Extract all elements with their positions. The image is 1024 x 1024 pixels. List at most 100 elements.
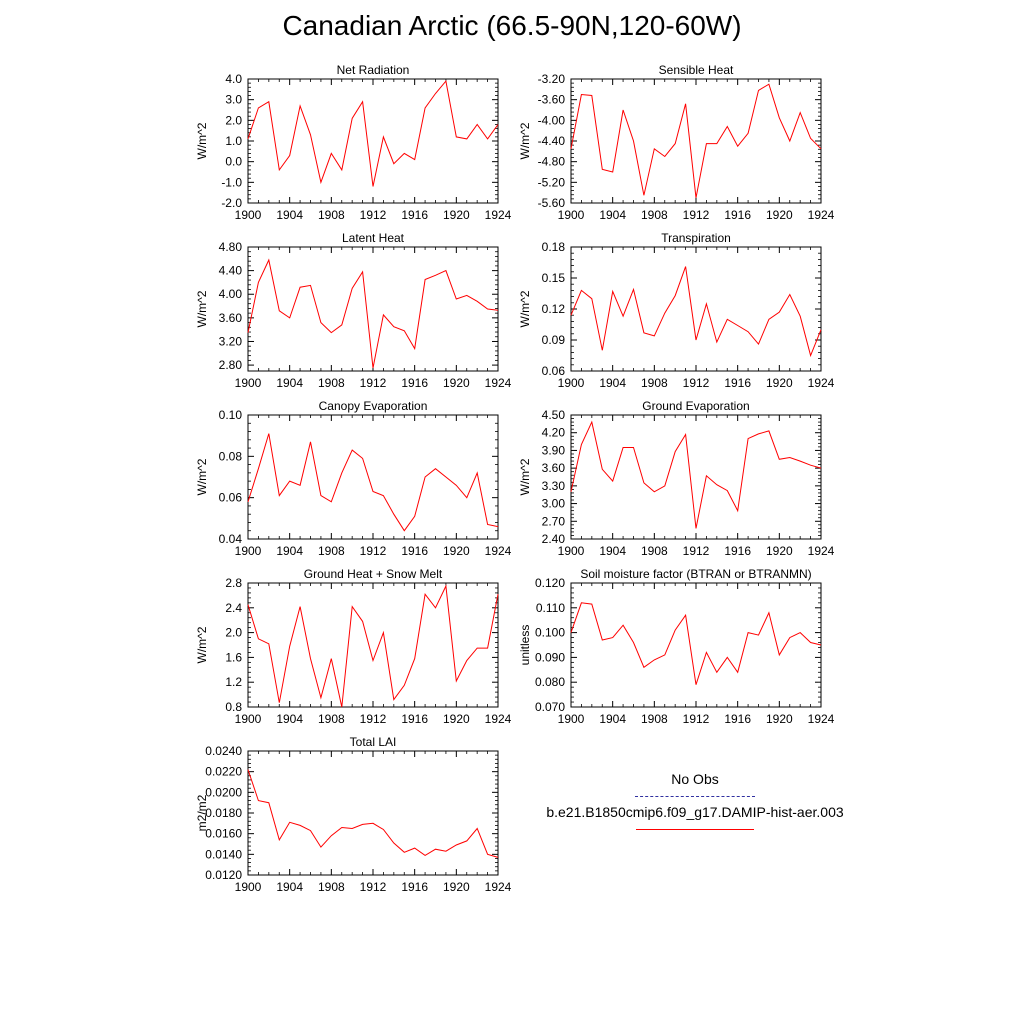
y-tick-label-2-1: 3.20 <box>219 334 243 348</box>
x-tick-label-7-1: 1904 <box>599 712 626 726</box>
y-tick-label-5-1: 2.70 <box>542 514 566 528</box>
series-line-8-0 <box>247 769 499 858</box>
series-line-6-0 <box>247 584 499 708</box>
y-tick-label-6-1: 1.2 <box>225 675 242 689</box>
y-tick-label-7-0: 0.070 <box>535 700 565 714</box>
y-tick-label-6-4: 2.4 <box>225 601 242 615</box>
x-tick-label-1-5: 1920 <box>766 208 793 222</box>
y-axis-label-3: W/m^2 <box>518 290 532 327</box>
panel-frame-2 <box>247 246 499 372</box>
x-tick-label-6-4: 1916 <box>401 712 428 726</box>
y-tick-label-5-2: 3.00 <box>542 497 566 511</box>
y-axis-label-4: W/m^2 <box>195 458 209 495</box>
x-tick-label-8-3: 1912 <box>360 880 387 894</box>
x-tick-label-7-2: 1908 <box>641 712 668 726</box>
y-tick-label-1-5: -3.60 <box>538 93 566 107</box>
y-tick-label-8-2: 0.0160 <box>205 827 242 841</box>
x-tick-label-0-0: 1900 <box>235 208 262 222</box>
y-tick-label-8-5: 0.0220 <box>205 765 242 779</box>
x-tick-label-8-2: 1908 <box>318 880 345 894</box>
y-axis-label-5: W/m^2 <box>518 458 532 495</box>
y-tick-label-5-6: 4.20 <box>542 426 566 440</box>
x-tick-label-8-5: 1920 <box>443 880 470 894</box>
panel-frame-4 <box>247 414 499 540</box>
y-tick-label-6-5: 2.8 <box>225 576 242 590</box>
x-tick-label-5-3: 1912 <box>683 544 710 558</box>
y-tick-label-2-0: 2.80 <box>219 358 243 372</box>
y-tick-label-5-7: 4.50 <box>542 408 566 422</box>
x-tick-label-1-3: 1912 <box>683 208 710 222</box>
x-tick-label-7-3: 1912 <box>683 712 710 726</box>
series-line-0-0 <box>247 79 499 187</box>
x-tick-label-5-6: 1924 <box>808 544 835 558</box>
x-tick-label-3-4: 1916 <box>724 376 751 390</box>
panel-title-5: Ground Evaporation <box>642 399 749 413</box>
y-axis-label-6: W/m^2 <box>195 626 209 663</box>
y-axis-label-8: m2/m2 <box>195 794 209 831</box>
y-axis-label-2: W/m^2 <box>195 290 209 327</box>
panel-title-4: Canopy Evaporation <box>319 399 428 413</box>
y-tick-label-4-2: 0.08 <box>219 449 243 463</box>
y-tick-label-7-3: 0.100 <box>535 626 565 640</box>
x-tick-label-8-6: 1924 <box>485 880 512 894</box>
x-tick-label-6-0: 1900 <box>235 712 262 726</box>
series-line-1-0 <box>570 83 822 198</box>
panel-title-8: Total LAI <box>350 735 397 749</box>
y-tick-label-0-1: -1.0 <box>221 175 242 189</box>
x-tick-label-2-4: 1916 <box>401 376 428 390</box>
x-tick-label-5-5: 1920 <box>766 544 793 558</box>
x-tick-label-0-4: 1916 <box>401 208 428 222</box>
x-tick-label-0-1: 1904 <box>276 208 303 222</box>
x-tick-label-1-1: 1904 <box>599 208 626 222</box>
y-tick-label-7-5: 0.120 <box>535 576 565 590</box>
panel-frame-1 <box>570 78 822 204</box>
y-tick-label-3-4: 0.18 <box>542 240 566 254</box>
x-tick-label-4-3: 1912 <box>360 544 387 558</box>
series-line-4-0 <box>247 433 499 532</box>
panel-frame-7 <box>570 582 822 708</box>
x-tick-label-1-6: 1924 <box>808 208 835 222</box>
y-tick-label-1-2: -4.80 <box>538 155 566 169</box>
y-tick-label-0-2: 0.0 <box>225 155 242 169</box>
y-tick-label-1-3: -4.40 <box>538 134 566 148</box>
y-tick-label-0-3: 1.0 <box>225 134 242 148</box>
panel-title-6: Ground Heat + Snow Melt <box>304 567 443 581</box>
y-tick-label-7-2: 0.090 <box>535 650 565 664</box>
x-tick-label-5-1: 1904 <box>599 544 626 558</box>
x-tick-label-3-0: 1900 <box>558 376 585 390</box>
x-tick-label-2-2: 1908 <box>318 376 345 390</box>
legend-label-model: b.e21.B1850cmip6.f09_g17.DAMIP-hist-aer.… <box>546 804 844 820</box>
legend-line-obs <box>635 796 755 797</box>
y-tick-label-5-5: 3.90 <box>542 443 566 457</box>
x-tick-label-4-4: 1916 <box>401 544 428 558</box>
panel-title-0: Net Radiation <box>337 63 410 77</box>
x-tick-label-2-5: 1920 <box>443 376 470 390</box>
x-tick-label-1-0: 1900 <box>558 208 585 222</box>
x-tick-label-8-0: 1900 <box>235 880 262 894</box>
y-tick-label-8-1: 0.0140 <box>205 847 242 861</box>
x-tick-label-6-2: 1908 <box>318 712 345 726</box>
y-axis-label-0: W/m^2 <box>195 122 209 159</box>
x-tick-label-2-3: 1912 <box>360 376 387 390</box>
x-tick-label-4-0: 1900 <box>235 544 262 558</box>
x-tick-label-0-5: 1920 <box>443 208 470 222</box>
x-tick-label-3-6: 1924 <box>808 376 835 390</box>
y-tick-label-6-0: 0.8 <box>225 700 242 714</box>
y-tick-label-0-6: 4.0 <box>225 72 242 86</box>
legend-line-model <box>636 829 754 830</box>
y-axis-label-1: W/m^2 <box>518 122 532 159</box>
x-tick-label-5-2: 1908 <box>641 544 668 558</box>
y-tick-label-2-4: 4.40 <box>219 264 243 278</box>
x-tick-label-3-5: 1920 <box>766 376 793 390</box>
x-tick-label-8-4: 1916 <box>401 880 428 894</box>
panel-title-3: Transpiration <box>661 231 731 245</box>
y-tick-label-0-4: 2.0 <box>225 113 242 127</box>
y-tick-label-5-4: 3.60 <box>542 461 566 475</box>
y-tick-label-3-1: 0.09 <box>542 333 566 347</box>
series-line-5-0 <box>570 420 822 529</box>
y-tick-label-8-0: 0.0120 <box>205 868 242 882</box>
x-tick-label-0-2: 1908 <box>318 208 345 222</box>
x-tick-label-6-3: 1912 <box>360 712 387 726</box>
y-tick-label-6-2: 1.6 <box>225 650 242 664</box>
